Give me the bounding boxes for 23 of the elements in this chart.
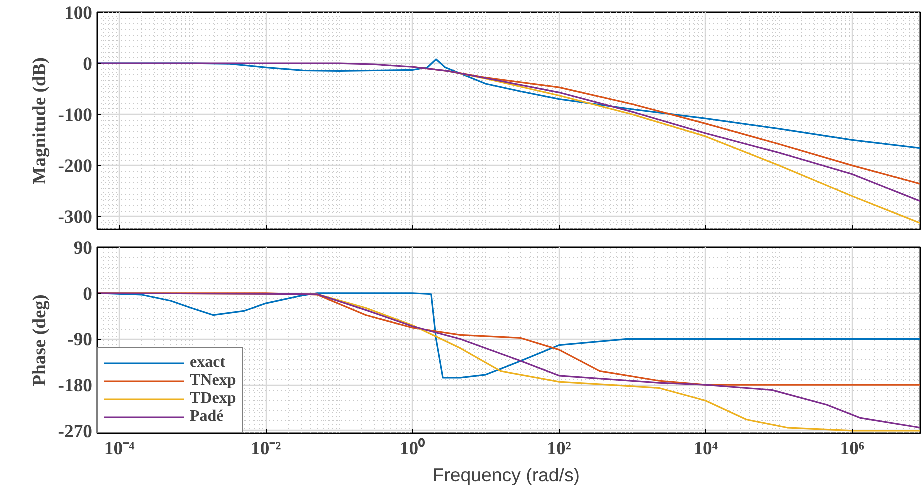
y-tick-label: 0 bbox=[83, 284, 92, 305]
y-tick-label: -180 bbox=[58, 376, 93, 397]
y-tick-label: 100 bbox=[64, 3, 92, 24]
y-axis-title: Phase (deg) bbox=[29, 294, 50, 386]
legend-label: TNexp bbox=[190, 372, 236, 390]
y-tick-label: -100 bbox=[58, 105, 93, 126]
y-axis-title: Magnitude (dB) bbox=[29, 58, 50, 184]
y-tick-label: 90 bbox=[74, 238, 92, 259]
x-tick-label: 10⁶ bbox=[840, 438, 865, 460]
y-tick-label: -90 bbox=[68, 330, 93, 351]
legend-label: Padé bbox=[190, 408, 224, 426]
x-tick-label: 10⁰ bbox=[400, 438, 426, 460]
x-tick-label: 10⁻² bbox=[251, 438, 282, 460]
y-tick-label: -200 bbox=[58, 156, 93, 178]
x-tick-label: 10⁻⁴ bbox=[104, 438, 136, 460]
y-tick-label: 0 bbox=[83, 54, 92, 76]
x-tick-label: 10⁴ bbox=[694, 438, 718, 460]
y-tick-label: -270 bbox=[58, 421, 93, 442]
legend-label: exact bbox=[190, 354, 226, 372]
x-axis-title: Frequency (rad/s) bbox=[432, 464, 580, 486]
x-tick-label: 10² bbox=[547, 438, 572, 460]
y-tick-label: -300 bbox=[58, 207, 93, 228]
legend-label: TDexp bbox=[190, 390, 236, 408]
